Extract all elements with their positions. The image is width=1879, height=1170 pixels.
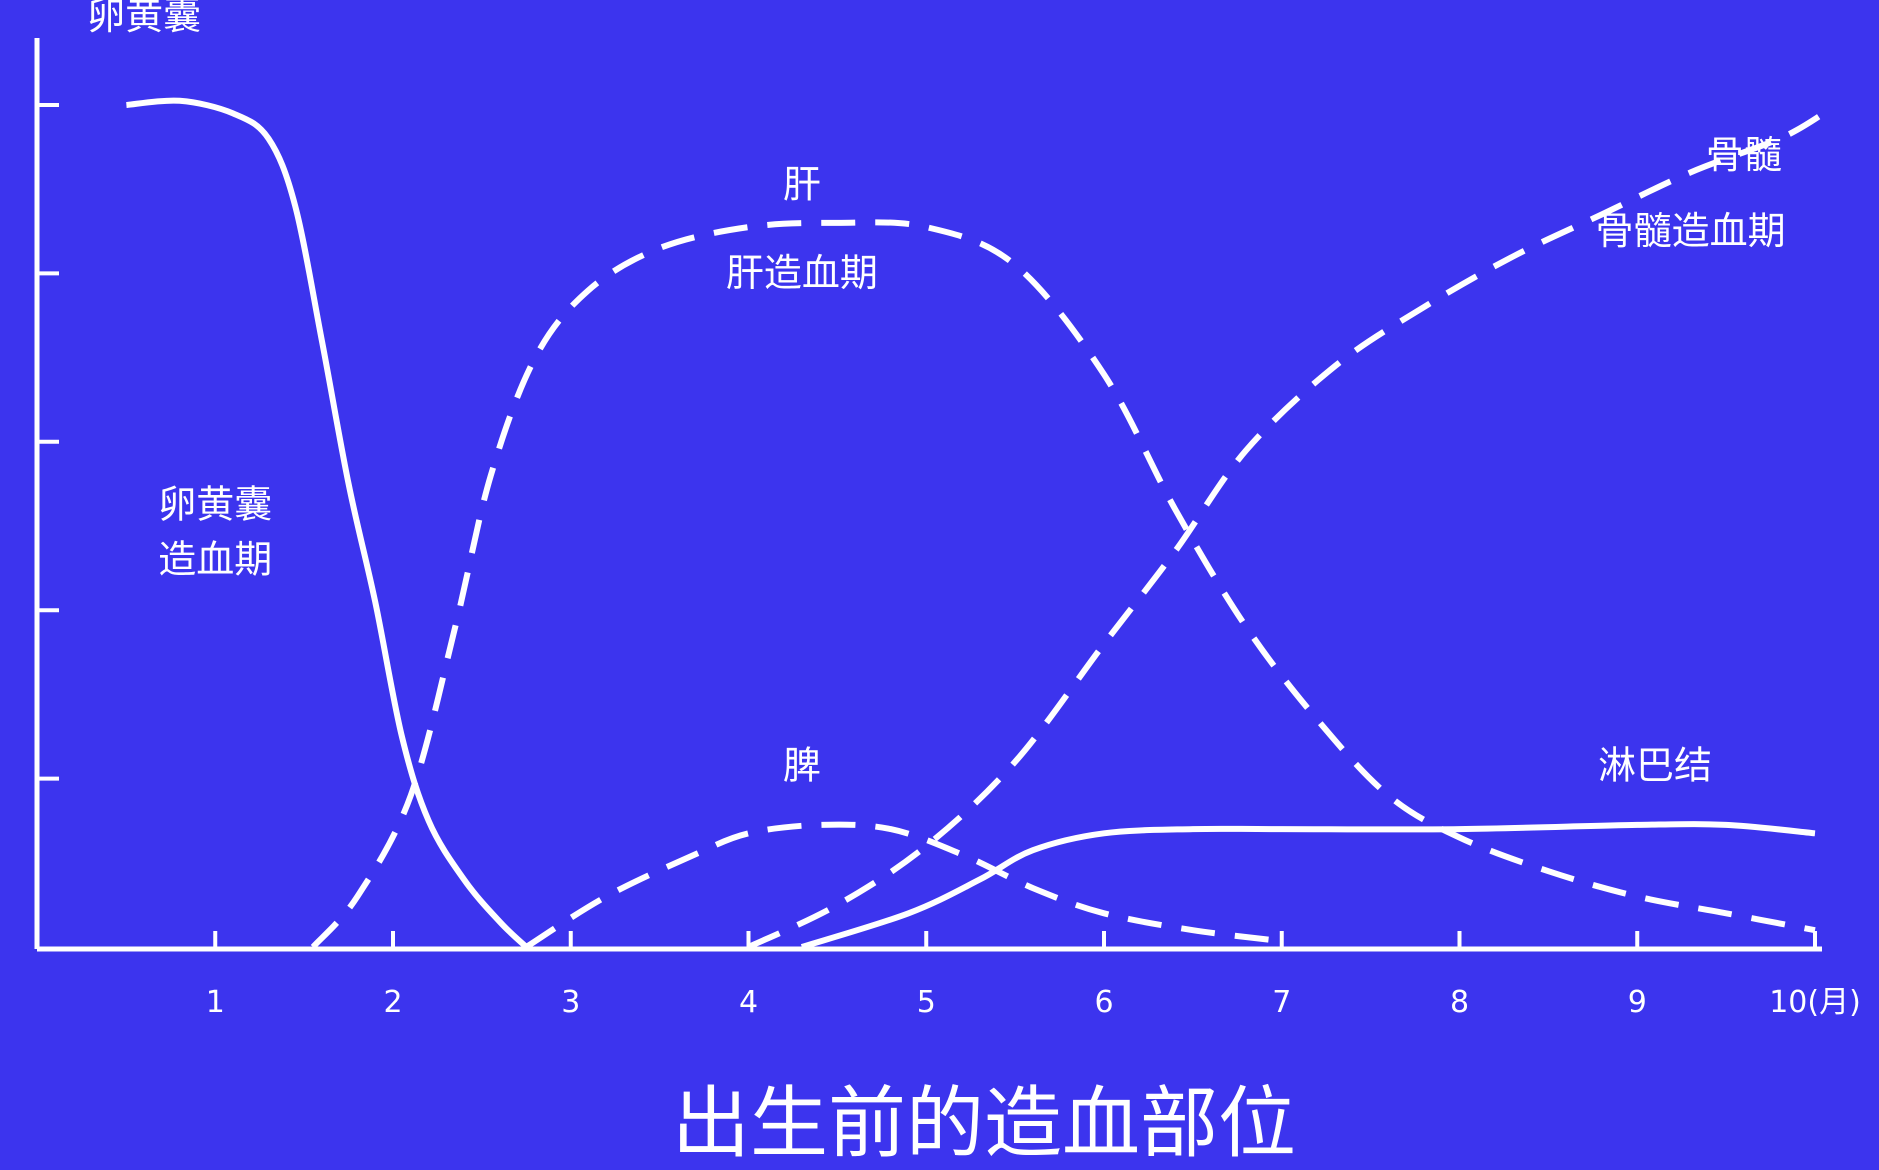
chart-title: 出生前的造血部位 [672,1079,1296,1169]
x-tick-label: 3 [561,985,580,1020]
x-tick-label: 5 [917,985,936,1020]
yolk-sac-phase-1: 卵黄囊 [158,483,272,527]
x-tick-label: 10(月) [1769,985,1861,1020]
spleen-label: 脾 [783,744,821,788]
bone-marrow-series-line [747,110,1826,950]
axes [34,38,1822,952]
x-tick-label: 7 [1272,985,1291,1020]
bone-marrow-label: 骨髓 [1706,133,1782,177]
x-tick-labels: 1 2 3 4 5 6 7 8 9 10(月) [206,985,1861,1020]
tick-marks [37,103,1817,949]
series-lines [126,97,1826,950]
x-tick-label: 1 [206,985,225,1020]
x-tick-label: 2 [383,985,402,1020]
lymph-node-series-line [800,821,1816,950]
liver-phase: 肝造血期 [726,251,878,295]
yolk-sac-series-line [126,97,529,950]
x-tick-label: 8 [1450,985,1469,1020]
x-tick-label: 4 [739,985,758,1020]
yolk-sac-phase-2: 造血期 [158,537,272,581]
lymph-node-label: 淋巴结 [1598,744,1712,788]
yolk-sac-label: 卵黄囊 [87,0,201,38]
x-tick-label: 6 [1094,985,1113,1020]
spleen-series-line [524,821,1283,950]
liver-label: 肝 [783,163,821,207]
bone-marrow-phase: 骨髓造血期 [1596,209,1786,253]
x-tick-label: 9 [1628,985,1647,1020]
liver-series-line [310,219,1816,950]
